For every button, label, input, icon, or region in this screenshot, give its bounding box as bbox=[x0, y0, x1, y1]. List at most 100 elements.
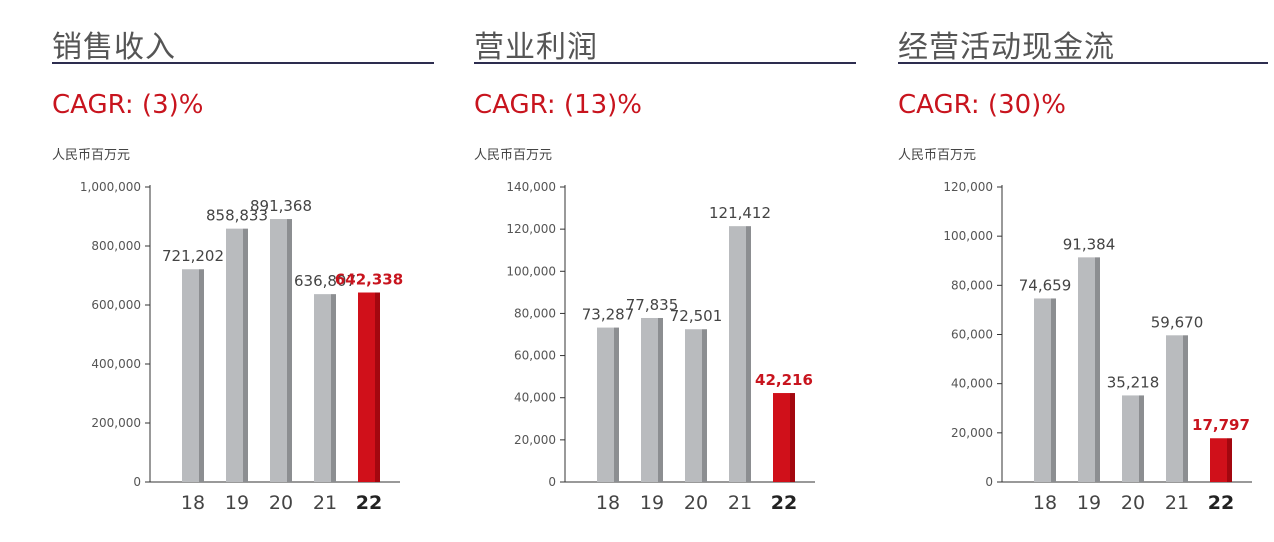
unit-label: 人民币百万元 bbox=[474, 148, 553, 163]
bar-side bbox=[614, 327, 619, 482]
bar-side bbox=[331, 294, 336, 482]
chart-title: 销售收入 bbox=[52, 30, 176, 65]
chart-panel-operating-cash-flow: 经营活动现金流 CAGR: (30)% 人民币百万元 0 20,000 40,000… bbox=[898, 0, 1268, 542]
bar-21 bbox=[1166, 335, 1188, 482]
bar-21 bbox=[729, 226, 751, 482]
bar-18 bbox=[1034, 298, 1056, 482]
y-tick-label: 140,000 bbox=[506, 180, 556, 194]
x-tick-label: 22 bbox=[771, 492, 797, 514]
title-divider bbox=[898, 62, 1268, 64]
bar-side bbox=[1139, 395, 1144, 482]
bar-19 bbox=[1078, 257, 1100, 482]
y-tick-label: 0 bbox=[548, 475, 556, 489]
bar-side bbox=[375, 292, 380, 482]
bar-side bbox=[658, 317, 663, 482]
bar-20 bbox=[685, 329, 707, 482]
x-tick-label: 19 bbox=[225, 492, 249, 514]
y-tick-label: 80,000 bbox=[951, 278, 993, 292]
data-label: 35,218 bbox=[1107, 373, 1160, 391]
bar-face bbox=[358, 292, 375, 482]
y-tick-label: 20,000 bbox=[514, 433, 556, 447]
y-tick-label: 600,000 bbox=[91, 298, 141, 312]
y-tick-label: 0 bbox=[133, 475, 141, 489]
bar-chart-operating-profit: 0 20,000 40,000 60,000 80,000 100,000 120,000 1… bbox=[506, 180, 815, 514]
y-tick-label: 100,000 bbox=[943, 229, 993, 243]
bar-22 bbox=[773, 393, 795, 482]
y-tick-label: 120,000 bbox=[943, 180, 993, 194]
x-tick-label: 18 bbox=[181, 492, 205, 514]
bar-face bbox=[270, 219, 287, 482]
bar-face bbox=[1078, 257, 1095, 482]
y-tick-label: 80,000 bbox=[514, 306, 556, 320]
bar-22 bbox=[358, 292, 380, 482]
bar-face bbox=[1210, 438, 1227, 482]
bar-21 bbox=[314, 294, 336, 482]
bar-side bbox=[746, 226, 751, 482]
unit-label: 人民币百万元 bbox=[52, 148, 131, 163]
x-tick-label: 18 bbox=[1033, 492, 1057, 514]
bar-chart-sales-revenue: 0 200,000 400,000 600,000 800,000 1,000,000 72… bbox=[80, 180, 403, 514]
data-label: 42,216 bbox=[755, 371, 813, 389]
bar-side bbox=[1227, 438, 1232, 482]
data-label: 636,807 bbox=[294, 272, 356, 290]
data-label: 121,412 bbox=[709, 204, 771, 222]
bar-side bbox=[243, 228, 248, 482]
data-label: 74,659 bbox=[1019, 276, 1072, 294]
bar-face bbox=[685, 329, 702, 482]
cagr-label: CAGR: (3)% bbox=[52, 90, 204, 120]
data-label: 72,501 bbox=[670, 307, 723, 325]
x-tick-label: 20 bbox=[684, 492, 708, 514]
y-tick-label: 60,000 bbox=[951, 328, 993, 342]
x-tick-label: 21 bbox=[313, 492, 337, 514]
y-tick-label: 40,000 bbox=[951, 377, 993, 391]
bar-side bbox=[1095, 257, 1100, 482]
bar-22 bbox=[1210, 438, 1232, 482]
data-label: 59,670 bbox=[1151, 313, 1204, 331]
x-tick-label: 22 bbox=[356, 492, 382, 514]
cagr-label: CAGR: (13)% bbox=[474, 90, 642, 120]
x-tick-label: 18 bbox=[596, 492, 620, 514]
data-label: 642,338 bbox=[335, 271, 403, 289]
chart-panel-operating-profit: 营业利润 CAGR: (13)% 人民币百万元 0 20,000 40,000 60,… bbox=[474, 0, 856, 542]
data-label: 73,287 bbox=[582, 306, 635, 324]
bar-18 bbox=[597, 327, 619, 482]
y-tick-label: 20,000 bbox=[951, 426, 993, 440]
chart-title: 经营活动现金流 bbox=[898, 30, 1115, 65]
chart-panel-sales-revenue: 销售收入 CAGR: (3)% 人民币百万元 0 200,000 400,000 60… bbox=[52, 0, 434, 542]
y-tick-label: 0 bbox=[985, 475, 993, 489]
y-tick-label: 120,000 bbox=[506, 222, 556, 236]
unit-label: 人民币百万元 bbox=[898, 148, 977, 163]
bar-side bbox=[199, 269, 204, 482]
bar-face bbox=[641, 317, 658, 482]
title-divider bbox=[474, 62, 856, 64]
bar-face bbox=[1122, 395, 1139, 482]
bar-20 bbox=[270, 219, 292, 482]
data-label: 721,202 bbox=[162, 247, 224, 265]
data-label: 891,368 bbox=[250, 197, 312, 215]
y-tick-label: 1,000,000 bbox=[80, 180, 141, 194]
y-tick-label: 200,000 bbox=[91, 416, 141, 430]
y-tick-label: 400,000 bbox=[91, 357, 141, 371]
chart-title: 营业利润 bbox=[474, 30, 598, 65]
bar-chart-operating-cash-flow: 0 20,000 40,000 60,000 80,000 100,000 120,000 7… bbox=[943, 180, 1252, 514]
bar-face bbox=[182, 269, 199, 482]
x-tick-label: 19 bbox=[1077, 492, 1101, 514]
x-tick-label: 19 bbox=[640, 492, 664, 514]
bar-20 bbox=[1122, 395, 1144, 482]
bar-side bbox=[287, 219, 292, 482]
bar-face bbox=[1034, 298, 1051, 482]
y-tick-label: 60,000 bbox=[514, 349, 556, 363]
bar-face bbox=[226, 228, 243, 482]
data-label: 858,833 bbox=[206, 207, 268, 225]
bar-side bbox=[1051, 298, 1056, 482]
y-tick-label: 100,000 bbox=[506, 264, 556, 278]
y-tick-label: 800,000 bbox=[91, 239, 141, 253]
x-tick-label: 21 bbox=[728, 492, 752, 514]
y-tick-label: 40,000 bbox=[514, 391, 556, 405]
x-tick-label: 20 bbox=[269, 492, 293, 514]
bar-face bbox=[314, 294, 331, 482]
x-tick-label: 20 bbox=[1121, 492, 1145, 514]
bar-18 bbox=[182, 269, 204, 482]
x-tick-label: 22 bbox=[1208, 492, 1234, 514]
bar-side bbox=[1183, 335, 1188, 482]
